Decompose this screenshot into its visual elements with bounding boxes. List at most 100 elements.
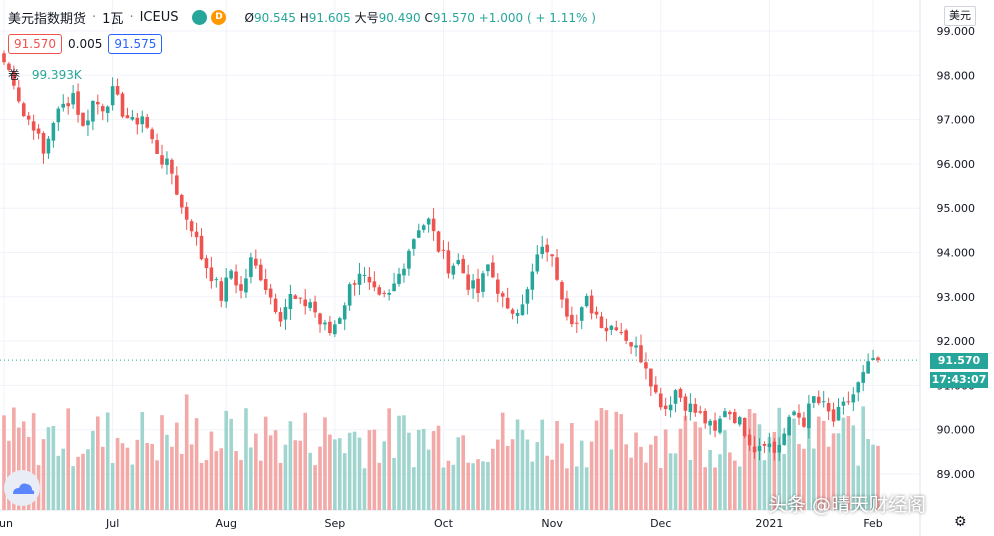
buy-price-button[interactable]: 91.575: [108, 34, 163, 54]
volume-bar: [584, 467, 589, 510]
symbol-legend: 美元指数期货 · 1瓦 · ICEUS D Ø90.545 H91.605 大号…: [8, 6, 596, 28]
volume-bar: [234, 451, 238, 510]
settings-gear-icon[interactable]: ⚙: [954, 514, 967, 530]
y-tick-label: 89.000: [937, 468, 976, 481]
x-tick-label: Aug: [215, 517, 236, 530]
candle-body: [757, 446, 762, 452]
volume-bar: [856, 465, 861, 510]
candle-body: [456, 260, 461, 265]
candle-body: [86, 120, 90, 126]
volume-bar: [816, 416, 821, 510]
candle-body: [599, 316, 604, 329]
candle-body: [412, 239, 416, 249]
candle-body: [797, 412, 801, 418]
candle-body: [866, 361, 870, 374]
volume-bar: [283, 444, 288, 510]
volume-bar: [703, 467, 707, 510]
candle-body: [510, 309, 515, 314]
low-label: 大号: [354, 10, 379, 25]
delayed-data-badge: D: [211, 9, 227, 25]
volume-bar: [757, 424, 762, 510]
candle-body: [624, 330, 628, 341]
x-tick-label: Feb: [863, 517, 882, 530]
candle-body: [871, 358, 875, 360]
volume-bar: [416, 429, 421, 510]
volume-bar: [802, 448, 806, 510]
candle-body: [826, 403, 831, 412]
volume-bar: [574, 466, 579, 510]
volume-bar: [604, 410, 609, 510]
volume-bar: [599, 407, 604, 510]
volume-bar: [491, 448, 495, 510]
candle-body: [293, 295, 298, 299]
candle-body: [155, 140, 159, 155]
symbol-name[interactable]: 美元指数期货: [8, 11, 87, 27]
candle-body: [703, 410, 707, 424]
y-tick-label: 94.000: [937, 247, 976, 260]
candle-body: [723, 411, 727, 418]
candle-body: [639, 345, 643, 363]
volume-bar: [135, 439, 140, 510]
volume-bar: [288, 421, 293, 510]
candle-body: [609, 325, 614, 330]
candle-body: [520, 304, 525, 316]
candle-body: [308, 302, 312, 308]
volume-bar: [263, 416, 268, 510]
volume-bar: [609, 449, 614, 510]
volume-bar: [639, 446, 643, 510]
candle-body: [372, 281, 377, 288]
candle-body: [51, 122, 56, 141]
volume-bar: [352, 431, 357, 510]
open-label: Ø: [244, 10, 254, 25]
volume-bar: [21, 421, 26, 510]
y-tick-label: 95.000: [937, 202, 976, 215]
volume-bar: [678, 428, 683, 510]
candle-body: [481, 273, 485, 292]
volume-bar: [797, 444, 801, 510]
candle-body: [802, 417, 806, 427]
volume-bar: [486, 461, 490, 510]
candle-body: [273, 298, 278, 313]
volume-bar: [91, 430, 95, 510]
volume-bar: [747, 409, 752, 510]
candle-body: [328, 321, 332, 334]
volume-bar: [737, 466, 742, 510]
candle-body: [644, 362, 648, 369]
candle-body: [471, 280, 475, 289]
volume-bar: [708, 449, 712, 510]
interval-label: 1瓦: [102, 11, 124, 27]
candle-body: [545, 244, 549, 253]
sell-price-button[interactable]: 91.570: [8, 34, 62, 54]
volume-bar: [179, 453, 184, 510]
candle-body: [500, 293, 505, 297]
x-tick-label: Sep: [324, 517, 345, 530]
volume-bar: [219, 448, 224, 510]
volume-bar: [308, 452, 312, 510]
tradingview-logo[interactable]: [4, 470, 40, 506]
candle-body: [673, 390, 678, 404]
volume-bar: [505, 446, 510, 510]
candle-body: [787, 416, 791, 436]
candle-body: [407, 250, 411, 269]
volume-bar: [120, 443, 125, 510]
currency-button[interactable]: 美元: [944, 6, 976, 26]
volume-bar: [56, 455, 61, 510]
volume-bar: [653, 435, 658, 510]
candle-body: [678, 388, 683, 398]
volume-bar: [66, 408, 70, 510]
volume-bar: [125, 447, 130, 510]
x-tick-label: Dec: [650, 517, 671, 530]
volume-bar: [466, 462, 470, 510]
volume-bar: [303, 412, 308, 510]
volume-bar: [421, 428, 426, 510]
candle-body: [688, 403, 693, 413]
candle-body: [698, 411, 703, 413]
candle-body: [752, 446, 757, 453]
volume-bar: [105, 412, 110, 510]
volume-bar: [861, 406, 865, 510]
volume-bar: [323, 417, 327, 510]
candle-body: [71, 93, 75, 105]
volume-bar: [115, 438, 120, 510]
volume-bar: [723, 430, 727, 510]
